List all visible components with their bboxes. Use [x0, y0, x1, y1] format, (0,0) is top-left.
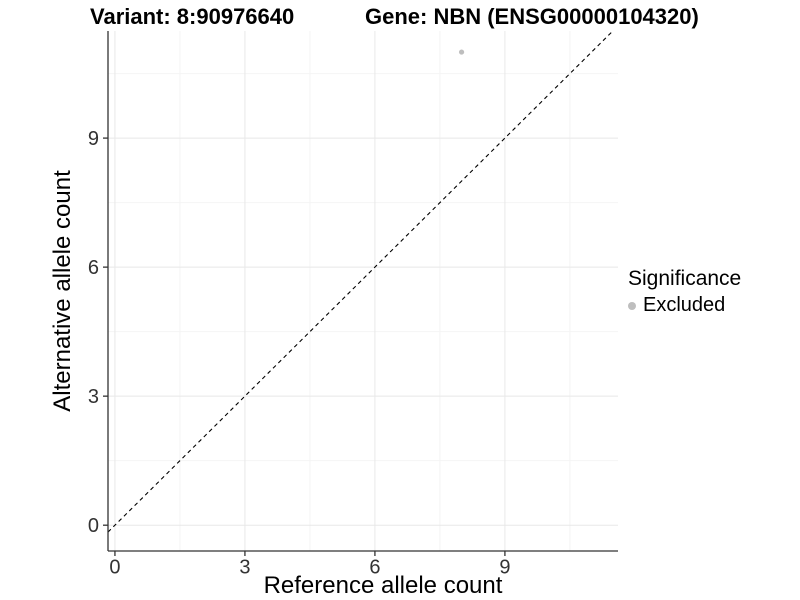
- plot-title-gene: Gene: NBN (ENSG00000104320): [365, 4, 699, 29]
- x-tick-label: 0: [109, 557, 120, 579]
- x-tick-label: 3: [239, 557, 250, 579]
- y-tick-label: 3: [88, 386, 99, 408]
- y-tick-label: 9: [88, 128, 99, 150]
- plot-title-variant: Variant: 8:90976640: [90, 4, 295, 29]
- y-tick-label: 0: [88, 515, 99, 537]
- identity-line: [107, 30, 614, 533]
- legend-key-dot: [628, 301, 636, 310]
- y-axis-title: Alternative allele count: [49, 170, 76, 412]
- x-tick-label: 6: [369, 557, 380, 579]
- legend-item-label: Excluded: [643, 294, 726, 317]
- y-tick-label: 6: [88, 257, 99, 279]
- x-axis-title: Reference allele count: [263, 572, 503, 599]
- legend-item-excluded: Excluded: [628, 294, 741, 317]
- legend: Significance Excluded: [628, 267, 741, 317]
- data-point: [458, 49, 465, 55]
- legend-title: Significance: [628, 267, 742, 290]
- x-tick-label: 9: [499, 557, 510, 579]
